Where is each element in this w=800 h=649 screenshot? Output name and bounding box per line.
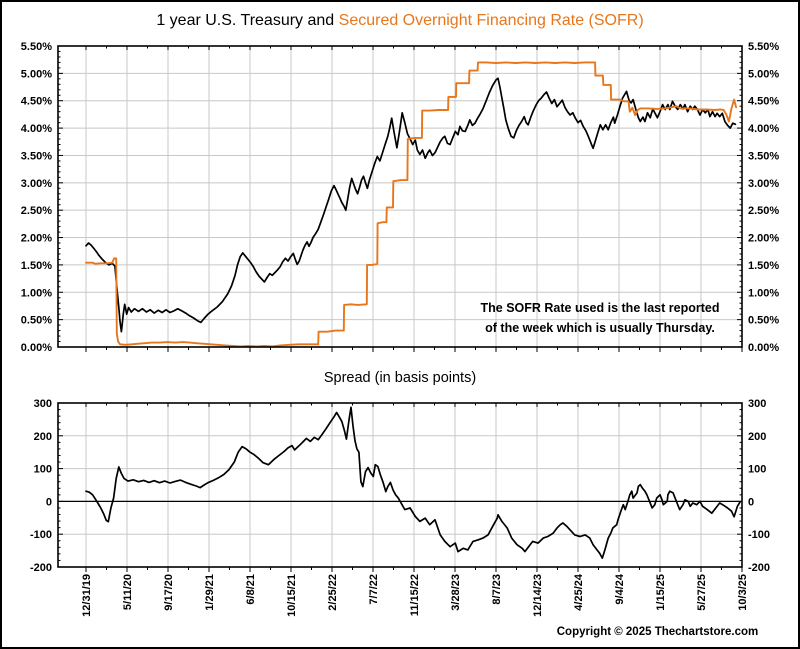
spread-panel-title: Spread (in basis points): [323, 370, 477, 386]
page-title: 1 year U.S. Treasury and Secured Overnig…: [2, 12, 798, 30]
ytick-label-left: 0: [46, 496, 52, 508]
ytick-label-right: 0.50%: [748, 315, 779, 327]
ytick-label-left: 2.00%: [21, 233, 52, 245]
sofr-note-line1: The SOFR Rate used is the last reported: [480, 301, 720, 315]
ytick-label-right: 5.00%: [748, 68, 779, 80]
date-label: 11/15/22: [409, 574, 421, 616]
rates-panel-gridlines: [58, 46, 742, 347]
ytick-label-right: 0: [748, 496, 754, 508]
ytick-label-left: 200: [34, 431, 52, 443]
ytick-label-right: 200: [748, 431, 766, 443]
title-treasury-part: 1 year U.S. Treasury and: [156, 12, 339, 29]
ytick-label-right: -200: [748, 562, 770, 574]
spread-panel-ytick-labels: 300 300 200 200 100 100 0 0 -100 -100 -200 -200: [30, 398, 770, 574]
treasury-line: [85, 77, 737, 333]
spread-panel-border: [57, 402, 743, 568]
rates-panel-ytick-labels: 5.50% 5.50% 5.00% 5.00% 4.50% 4.50% 4.00% 4.00%…: [21, 41, 780, 354]
title-sofr-part: Secured Overnight Financing Rate (SOFR): [338, 12, 644, 29]
date-label: 12/31/19: [81, 574, 93, 617]
spread-panel-ticks: [58, 402, 743, 572]
date-label: 10/3/25: [737, 574, 749, 611]
ytick-label-left: 1.50%: [21, 260, 52, 272]
ytick-label-right: 0.00%: [748, 342, 779, 354]
date-label: 1/15/25: [655, 574, 667, 611]
ytick-label-left: 3.50%: [21, 150, 52, 162]
ytick-label-left: 100: [34, 464, 52, 476]
date-label: 4/25/24: [573, 573, 585, 611]
date-label: 10/15/21: [286, 574, 298, 617]
ytick-label-right: 100: [748, 464, 766, 476]
ytick-label-left: 5.50%: [21, 41, 52, 53]
ytick-label-left: -200: [30, 562, 52, 574]
date-label: 1/29/21: [204, 574, 216, 611]
rates-panel-border: [57, 45, 743, 348]
ytick-label-left: 3.00%: [21, 178, 52, 190]
ytick-label-left: 0.50%: [21, 315, 52, 327]
date-label: 8/7/23: [491, 574, 503, 605]
ytick-label-left: 4.00%: [21, 123, 52, 135]
ytick-label-right: 3.50%: [748, 150, 779, 162]
ytick-label-left: 0.00%: [21, 342, 52, 354]
sofr-note-line2: of the week which is usually Thursday.: [485, 321, 715, 335]
ytick-label-left: 5.00%: [21, 68, 52, 80]
ytick-label-left: 2.50%: [21, 205, 52, 217]
date-label: 3/28/23: [450, 574, 462, 611]
rates-panel: 5.50% 5.50% 5.00% 5.00% 4.50% 4.50% 4.00% 4.00%…: [21, 41, 780, 354]
date-label: 5/27/25: [696, 574, 708, 611]
ytick-label-right: 300: [748, 398, 766, 410]
sofr-note: The SOFR Rate used is the last reported …: [450, 298, 750, 338]
date-label: 5/11/20: [122, 574, 134, 610]
ytick-label-left: -100: [30, 529, 52, 541]
date-label: 7/7/22: [368, 574, 380, 605]
spread-panel-gridlines: [58, 403, 742, 567]
date-label: 6/8/21: [245, 574, 257, 605]
date-label: 9/4/24: [614, 573, 626, 604]
rates-panel-ticks: [58, 45, 743, 352]
ytick-label-right: 3.00%: [748, 178, 779, 190]
ytick-label-left: 4.50%: [21, 96, 52, 108]
ytick-label-right: 2.00%: [748, 233, 779, 245]
ytick-label-right: -100: [748, 529, 770, 541]
ytick-label-right: 2.50%: [748, 205, 779, 217]
spread-panel: 300 300 200 200 100 100 0 0 -100 -100 -200 -200: [30, 398, 770, 574]
ytick-label-right: 4.50%: [748, 96, 779, 108]
ytick-label-left: 1.00%: [21, 287, 52, 299]
ytick-label-right: 1.50%: [748, 260, 779, 272]
date-label: 2/25/22: [327, 574, 339, 611]
sofr-line: [85, 61, 738, 348]
date-label: 9/17/20: [163, 574, 175, 611]
ytick-label-left: 300: [34, 398, 52, 410]
ytick-label-right: 4.00%: [748, 123, 779, 135]
copyright-text: Copyright © 2025 Thechartstore.com: [556, 626, 759, 638]
ytick-label-right: 1.00%: [748, 287, 779, 299]
date-labels: 12/31/19 5/11/20 9/17/20 1/29/21 6/8/21 10/15…: [81, 573, 749, 617]
ytick-label-right: 5.50%: [748, 41, 779, 53]
date-label: 12/14/23: [532, 574, 544, 617]
spread-line: [85, 406, 741, 559]
